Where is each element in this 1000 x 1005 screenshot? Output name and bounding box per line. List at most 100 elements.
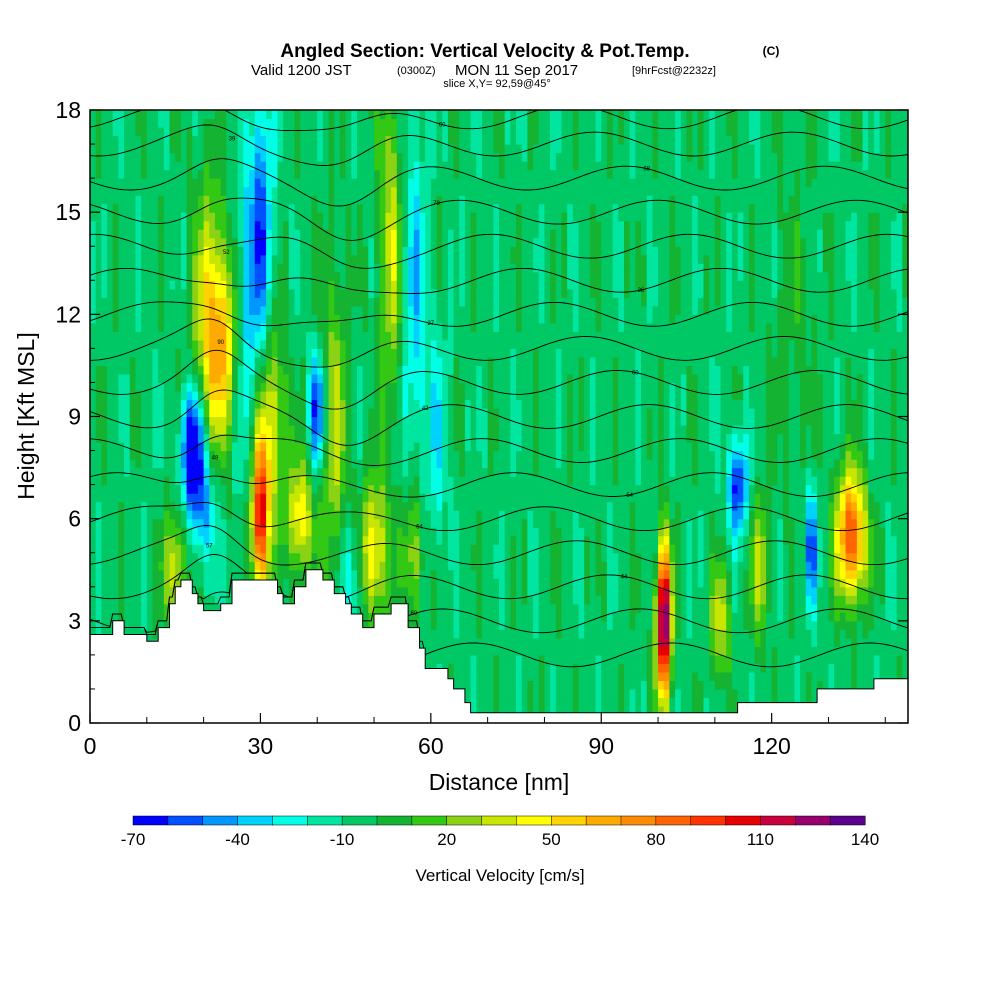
velocity-cell bbox=[453, 595, 460, 605]
velocity-cell bbox=[141, 629, 148, 639]
velocity-cell bbox=[470, 297, 477, 307]
velocity-cell bbox=[351, 127, 358, 137]
velocity-cell bbox=[95, 544, 102, 554]
velocity-cell bbox=[209, 339, 216, 349]
velocity-cell bbox=[90, 569, 97, 579]
velocity-cell bbox=[470, 425, 477, 435]
velocity-cell bbox=[175, 263, 182, 273]
velocity-cell bbox=[339, 203, 347, 213]
velocity-cell bbox=[453, 612, 460, 622]
velocity-cell bbox=[300, 476, 307, 486]
velocity-cell bbox=[197, 152, 205, 162]
velocity-cell bbox=[436, 127, 443, 137]
velocity-cell bbox=[305, 314, 313, 324]
velocity-cell bbox=[470, 288, 477, 298]
velocity-cell bbox=[481, 603, 489, 613]
velocity-cell bbox=[243, 144, 250, 154]
velocity-cell bbox=[396, 433, 404, 443]
velocity-cell bbox=[226, 467, 233, 477]
velocity-cell bbox=[356, 390, 364, 401]
velocity-cell bbox=[300, 552, 307, 562]
velocity-cell bbox=[453, 314, 460, 324]
velocity-cell bbox=[141, 586, 148, 596]
velocity-cell bbox=[129, 510, 137, 520]
velocity-cell bbox=[249, 356, 256, 367]
velocity-cell bbox=[95, 237, 102, 247]
velocity-cell bbox=[368, 152, 375, 162]
velocity-cell bbox=[391, 518, 398, 528]
velocity-cell bbox=[430, 433, 438, 443]
velocity-cell bbox=[362, 442, 369, 452]
velocity-cell bbox=[192, 297, 199, 307]
velocity-cell bbox=[379, 442, 386, 452]
velocity-cell bbox=[442, 348, 449, 358]
velocity-cell bbox=[141, 229, 148, 239]
velocity-cell bbox=[90, 484, 97, 494]
velocity-cell bbox=[243, 322, 250, 332]
velocity-cell bbox=[141, 382, 148, 392]
velocity-cell bbox=[158, 425, 165, 435]
velocity-cell bbox=[169, 246, 176, 256]
velocity-cell bbox=[124, 152, 131, 162]
velocity-cell bbox=[141, 595, 148, 605]
velocity-cell bbox=[408, 280, 415, 290]
velocity-cell bbox=[311, 518, 318, 528]
velocity-cell bbox=[328, 339, 335, 349]
velocity-cell bbox=[379, 127, 386, 137]
velocity-cell bbox=[311, 339, 318, 349]
velocity-cell bbox=[311, 152, 318, 162]
velocity-cell bbox=[112, 127, 119, 137]
velocity-cell bbox=[305, 110, 313, 120]
velocity-cell bbox=[197, 305, 205, 315]
velocity-cell bbox=[243, 373, 250, 384]
velocity-cell bbox=[220, 578, 227, 588]
velocity-cell bbox=[243, 569, 250, 579]
velocity-cell bbox=[277, 246, 284, 256]
velocity-cell bbox=[146, 280, 154, 290]
velocity-cell bbox=[271, 382, 279, 392]
velocity-cell bbox=[118, 127, 125, 137]
velocity-cell bbox=[476, 705, 483, 716]
velocity-cell bbox=[186, 407, 193, 418]
velocity-cell bbox=[379, 144, 386, 154]
velocity-cell bbox=[413, 595, 421, 605]
velocity-cell bbox=[425, 476, 432, 486]
velocity-cell bbox=[442, 578, 449, 588]
velocity-cell bbox=[419, 186, 426, 196]
velocity-cell bbox=[237, 390, 244, 401]
velocity-cell bbox=[328, 433, 335, 443]
velocity-cell bbox=[328, 322, 335, 332]
velocity-cell bbox=[146, 186, 154, 196]
velocity-cell bbox=[95, 186, 102, 196]
velocity-cell bbox=[345, 161, 352, 171]
velocity-cell bbox=[158, 603, 165, 613]
velocity-cell bbox=[442, 501, 449, 511]
velocity-cell bbox=[476, 365, 483, 375]
velocity-cell bbox=[220, 305, 227, 315]
velocity-cell bbox=[209, 263, 216, 273]
velocity-cell bbox=[163, 544, 171, 554]
velocity-cell bbox=[214, 603, 222, 613]
velocity-cell bbox=[453, 195, 460, 205]
velocity-cell bbox=[305, 237, 313, 247]
velocity-cell bbox=[356, 237, 364, 247]
velocity-cell bbox=[396, 518, 404, 528]
velocity-cell bbox=[192, 220, 199, 230]
velocity-cell bbox=[101, 390, 108, 401]
velocity-cell bbox=[459, 212, 466, 222]
velocity-cell bbox=[107, 161, 114, 171]
velocity-cell bbox=[90, 305, 97, 315]
velocity-cell bbox=[163, 476, 171, 486]
velocity-cell bbox=[425, 629, 432, 639]
velocity-cell bbox=[396, 390, 404, 401]
velocity-cell bbox=[430, 314, 438, 324]
velocity-cell bbox=[283, 493, 290, 503]
velocity-cell bbox=[379, 544, 386, 554]
velocity-cell bbox=[158, 220, 165, 230]
velocity-cell bbox=[396, 144, 404, 154]
velocity-cell bbox=[288, 544, 296, 554]
velocity-cell bbox=[481, 671, 489, 682]
velocity-cell bbox=[425, 314, 432, 324]
velocity-cell bbox=[391, 373, 398, 384]
velocity-cell bbox=[305, 476, 313, 486]
